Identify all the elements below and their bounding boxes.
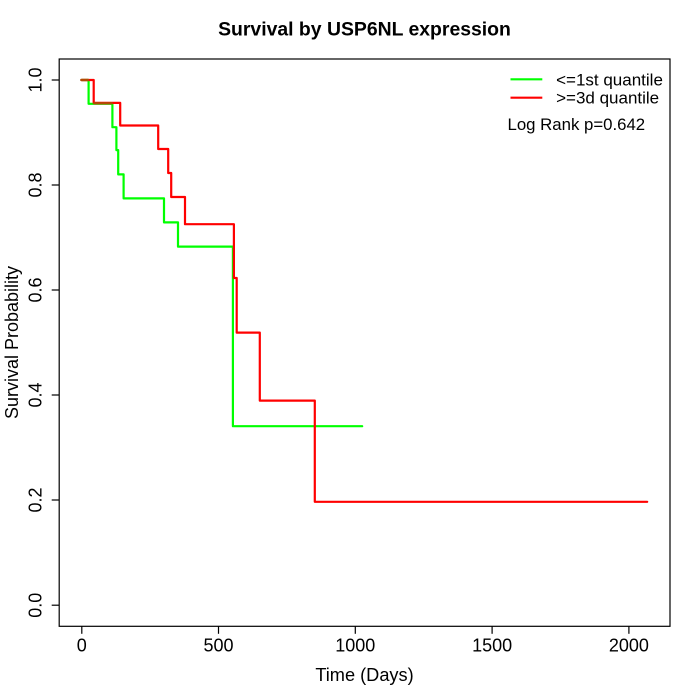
svg-text:0.2: 0.2 (26, 487, 46, 512)
svg-text:0.8: 0.8 (26, 172, 46, 197)
svg-text:0.4: 0.4 (26, 382, 46, 407)
svg-text:0: 0 (77, 636, 87, 656)
svg-text:Survival Probability: Survival Probability (2, 266, 22, 419)
svg-text:500: 500 (203, 636, 233, 656)
svg-text:0.0: 0.0 (26, 593, 46, 618)
svg-text:1000: 1000 (335, 636, 375, 656)
svg-text:Time (Days): Time (Days) (315, 665, 413, 685)
svg-text:>=3d quantile: >=3d quantile (556, 89, 659, 108)
svg-text:0.6: 0.6 (26, 277, 46, 302)
svg-text:Log Rank p=0.642: Log Rank p=0.642 (508, 115, 646, 134)
svg-text:<=1st quantile: <=1st quantile (556, 70, 663, 89)
svg-text:1500: 1500 (472, 636, 512, 656)
svg-text:Survival by USP6NL expression: Survival by USP6NL expression (218, 19, 511, 41)
svg-text:1.0: 1.0 (26, 67, 46, 92)
svg-text:2000: 2000 (609, 636, 649, 656)
